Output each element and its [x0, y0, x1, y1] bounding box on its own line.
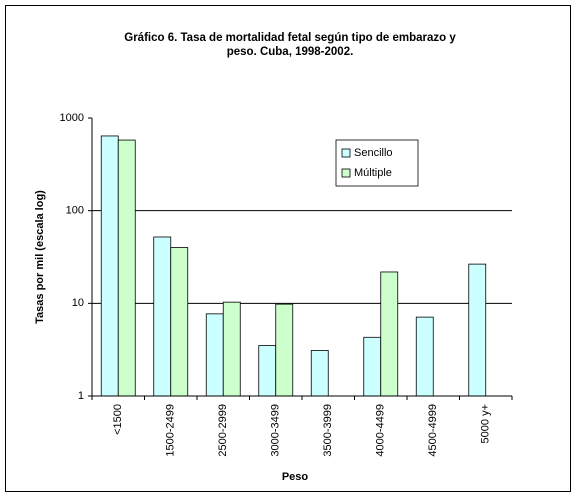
- legend-label: Múltiple: [354, 167, 392, 179]
- x-tick-label: 3500-3999: [322, 404, 334, 457]
- y-tick-label: 100: [66, 205, 84, 217]
- bar: [380, 271, 399, 397]
- bar: [170, 247, 189, 397]
- bar: [117, 139, 136, 397]
- legend-swatch: [341, 148, 351, 158]
- x-tick-label: 1500-2499: [165, 404, 177, 457]
- x-tick-label: 4500-4999: [427, 404, 439, 457]
- y-axis-title: Tasas por mil (escala log): [34, 190, 46, 324]
- legend-box: [335, 139, 419, 187]
- x-tick-label: 3000-3499: [270, 404, 282, 457]
- legend-label: Sencillo: [354, 147, 393, 159]
- y-tick-label: 1: [78, 390, 84, 402]
- y-tick-label: 1000: [60, 112, 84, 124]
- bar: [468, 263, 487, 397]
- legend-swatch: [341, 168, 351, 178]
- bar: [415, 316, 434, 397]
- x-tick-label: 2500-2999: [217, 404, 229, 457]
- chart-frame: [5, 5, 571, 492]
- x-tick-label: <1500: [112, 404, 124, 435]
- x-tick-label: 5000 y+: [480, 404, 492, 443]
- x-axis-title: Peso: [282, 471, 309, 483]
- bar: [275, 303, 294, 397]
- bar: [363, 336, 382, 397]
- y-tick-label: 10: [72, 297, 84, 309]
- x-tick-label: 4000-4499: [375, 404, 387, 457]
- bar: [310, 350, 329, 397]
- bar: [222, 301, 241, 397]
- bar: [258, 345, 277, 397]
- chart-title: Gráfico 6. Tasa de mortalidad fetal segú…: [124, 32, 456, 58]
- bar: [100, 135, 119, 397]
- bar: [153, 236, 172, 397]
- bar: [205, 313, 224, 397]
